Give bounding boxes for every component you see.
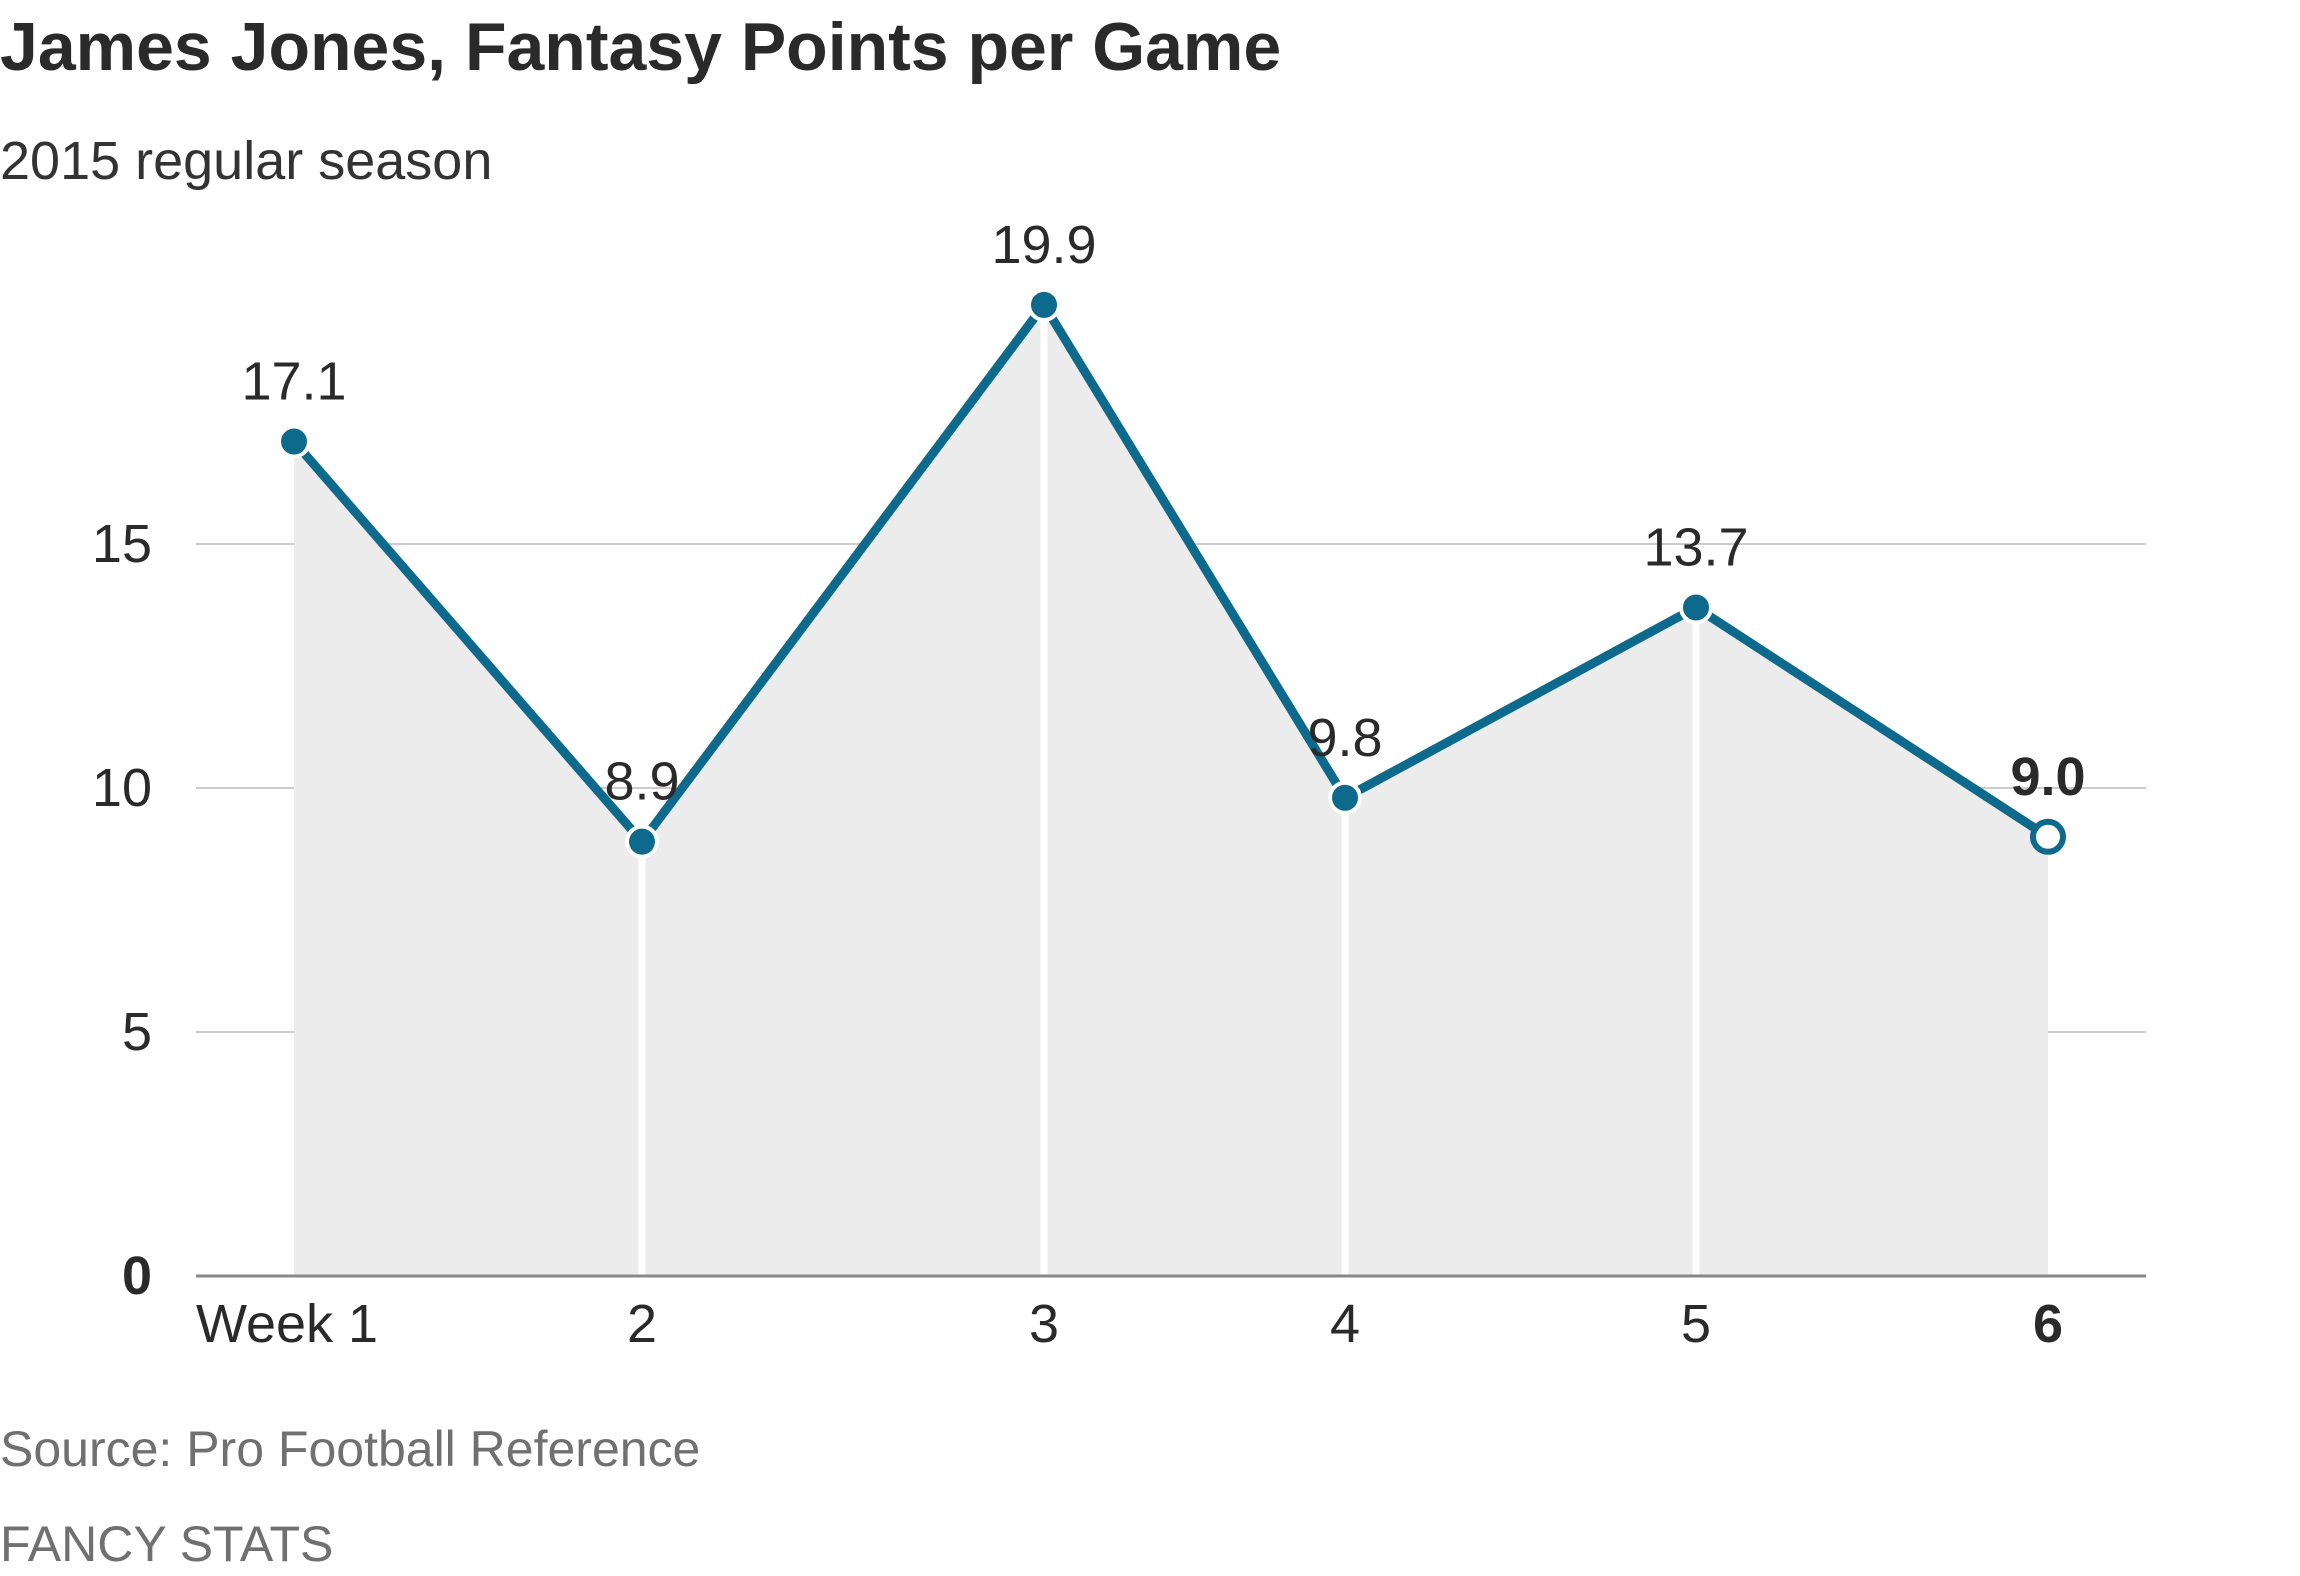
x-tick-labels: Week 1 2 3 4 5 6 [196,1294,2063,1354]
x-tick-label-4: 4 [1330,1294,1360,1354]
data-point-3 [1027,287,1061,322]
x-tick-label-6: 6 [2033,1294,2063,1354]
y-tick-labels: 0 5 10 15 [92,514,152,1306]
y-tick-label-15: 15 [92,514,152,574]
chart-subtitle: 2015 regular season [0,131,493,191]
data-point-5 [1679,590,1713,625]
credit-label: FANCY STATS [0,1516,334,1572]
area-fill [294,304,2048,1276]
x-tick-label-week-1: Week 1 [196,1294,378,1354]
data-label-5: 13.7 [1643,517,1748,577]
data-point-2 [625,824,659,859]
data-point-6 [2030,818,2066,855]
chart-title: James Jones, Fantasy Points per Game [0,9,1282,85]
data-point-4 [1328,780,1362,815]
data-point-week-1 [277,424,311,459]
y-tick-label-10: 10 [92,758,152,818]
data-label-4: 9.8 [1307,708,1382,768]
data-labels: 17.1 8.9 19.9 9.8 13.7 9.0 [241,215,2085,812]
data-label-6: 9.0 [2010,747,2085,807]
y-tick-label-0: 0 [122,1246,152,1306]
data-label-week-1: 17.1 [241,352,346,412]
drop-lines [638,304,1700,1276]
series-line [290,300,2051,847]
data-label-3: 19.9 [991,215,1096,275]
x-tick-label-3: 3 [1029,1294,1059,1354]
data-label-2: 8.9 [604,752,679,812]
source-note: Source: Pro Football Reference [0,1421,701,1477]
x-tick-label-2: 2 [627,1294,657,1354]
data-points [277,287,2066,859]
x-tick-label-5: 5 [1681,1294,1711,1354]
y-tick-label-5: 5 [122,1002,152,1062]
